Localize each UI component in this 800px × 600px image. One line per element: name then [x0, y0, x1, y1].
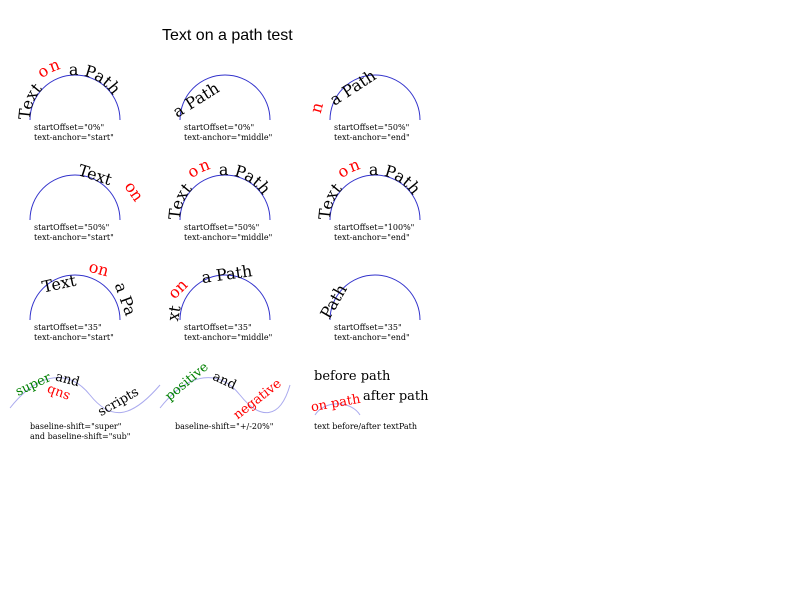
caption-line: text before/after textPath	[314, 422, 417, 431]
fragment-xt: xt	[163, 303, 184, 322]
caption-line: text-anchor="end"	[334, 233, 410, 242]
arc-path	[29, 174, 121, 221]
word-scripts: scripts	[96, 385, 142, 420]
demo-r1c1: Text on a Path startOffset="0%" text-anc…	[15, 53, 125, 142]
demo-r2c3: Text on a Path startOffset="100%" text-a…	[315, 153, 425, 242]
caption-line: text-anchor="middle"	[184, 333, 272, 342]
caption-line: text-anchor="end"	[334, 133, 410, 142]
textpath-label: Text on a Path	[15, 53, 125, 121]
text-after-path: after path	[363, 389, 429, 404]
caption-line: startOffset="50%"	[334, 123, 409, 132]
caption-line: startOffset="50%"	[34, 223, 109, 232]
arc-path	[179, 274, 271, 321]
caption-line: startOffset="100%"	[334, 223, 414, 232]
caption-line: text-anchor="start"	[34, 133, 114, 142]
caption-line: and baseline-shift="sub"	[30, 432, 130, 441]
textpath-label: Text on a Path	[165, 153, 275, 221]
word-positive: positive	[163, 359, 212, 404]
fragment-on: on	[121, 178, 148, 205]
caption-line: baseline-shift="super"	[30, 422, 121, 431]
text-before-path: before path	[314, 369, 391, 384]
text-on-path: on path	[310, 392, 362, 416]
word-and: and	[54, 369, 82, 390]
textpath-label: Text on a Path	[315, 153, 425, 221]
wave-path	[9, 377, 161, 413]
word-negative: negative	[231, 376, 285, 423]
arc-path	[29, 274, 121, 321]
caption-line: text-anchor="start"	[34, 333, 114, 342]
demo-r1c3: n a Path startOffset="50%" text-anchor="…	[306, 66, 421, 142]
demo-baseline-shift-percent: positive and negative baseline-shift="+/…	[159, 359, 291, 431]
fragment-text: Text	[76, 160, 115, 189]
page-title: Text on a path test	[162, 27, 293, 44]
caption-line: baseline-shift="+/-20%"	[175, 422, 273, 431]
demo-r3c3: Path startOffset="35" text-anchor="end"	[316, 274, 421, 342]
demo-r1c2: a Path startOffset="0%" text-anchor="mid…	[169, 74, 272, 142]
arc-path	[329, 274, 421, 321]
arc-path	[179, 174, 271, 221]
wave-path	[159, 377, 291, 413]
caption-line: startOffset="50%"	[184, 223, 259, 232]
fragment-on: on	[164, 275, 192, 303]
textpath-label: a Path	[169, 78, 222, 121]
demo-r2c1: Text on startOffset="50%" text-anchor="s…	[29, 160, 148, 242]
arc-path	[329, 174, 421, 221]
arc-path	[179, 74, 271, 121]
demo-baseline-shift-super-sub: super and sub scripts baseline-shift="su…	[9, 369, 161, 441]
fragment-path: Path	[316, 281, 351, 322]
demo-r3c2: xt on a Path startOffset="35" text-ancho…	[163, 261, 272, 342]
caption-line: startOffset="0%"	[184, 123, 254, 132]
caption-line: startOffset="0%"	[34, 123, 104, 132]
demo-text-before-after: before path on path after path text befo…	[310, 369, 429, 431]
fragment-text: Text	[40, 271, 78, 297]
fragment-a-path: a Path	[200, 261, 253, 287]
caption-line: text-anchor="middle"	[184, 233, 272, 242]
caption-line: startOffset="35"	[34, 323, 102, 332]
arc-path	[29, 74, 121, 121]
caption-line: text-anchor="start"	[34, 233, 114, 242]
fragment-on: on	[87, 257, 111, 281]
caption-line: text-anchor="end"	[334, 333, 410, 342]
demo-r2c2: Text on a Path startOffset="50%" text-an…	[165, 153, 275, 242]
caption-line: text-anchor="middle"	[184, 133, 272, 142]
fragment-a-path: a Path	[326, 66, 379, 110]
caption-line: startOffset="35"	[334, 323, 402, 332]
fragment-n: n	[306, 100, 327, 115]
caption-line: startOffset="35"	[184, 323, 252, 332]
demo-r3c1: Text on a Pa startOffset="35" text-ancho…	[29, 257, 140, 342]
arc-path	[329, 74, 421, 121]
small-arc-path	[314, 403, 361, 416]
word-and: and	[210, 369, 239, 393]
